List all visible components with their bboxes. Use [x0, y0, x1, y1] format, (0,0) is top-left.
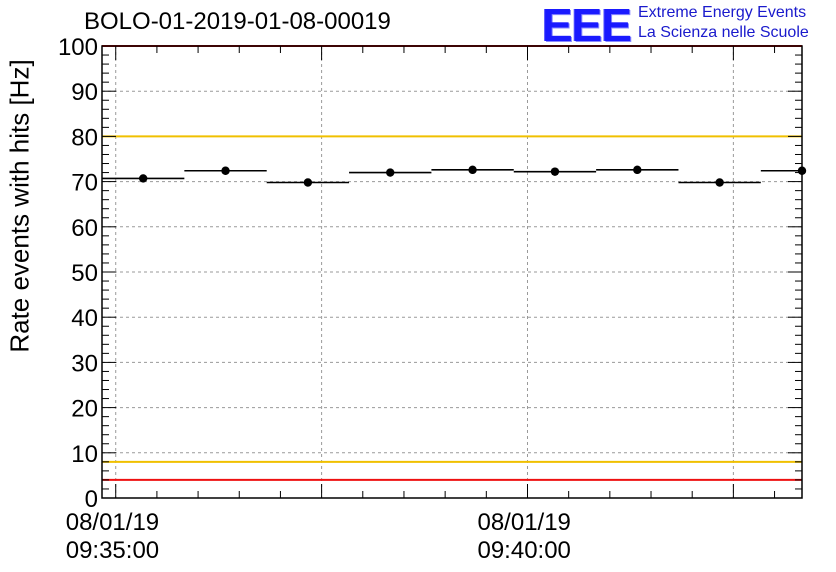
reference-lines [102, 45, 802, 481]
y-tick-label: 20 [71, 396, 98, 423]
data-point [303, 178, 313, 187]
y-tick-label: 90 [71, 79, 98, 106]
logo-line-1: Extreme Energy Events [638, 4, 807, 21]
data-point [386, 168, 395, 177]
y-tick-label: 50 [71, 260, 98, 287]
y-tick-label: 0 [85, 486, 98, 513]
data-point [633, 165, 642, 175]
y-tick-label: 40 [71, 305, 98, 332]
data-point [715, 178, 724, 187]
x-tick-label-time: 09:40:00 [477, 537, 570, 564]
data-point [468, 165, 477, 175]
eee-logo: EEE [542, 0, 632, 51]
data-points [102, 165, 807, 187]
y-tick-label: 30 [71, 350, 98, 377]
y-tick-label: 10 [71, 441, 98, 468]
y-tick-label: 80 [71, 124, 98, 151]
grid [102, 46, 802, 498]
y-tick-label: 70 [71, 170, 98, 197]
chart-title: BOLO-01-2019-01-08-00019 [84, 8, 391, 35]
data-point [550, 167, 560, 176]
y-tick-label: 100 [58, 34, 98, 61]
x-tick-label-date: 08/01/19 [66, 509, 159, 536]
data-point [138, 174, 148, 183]
logo-line-2: La Scienza nelle Scuole [638, 24, 809, 41]
axes: 010203040506070809010008/01/1909:35:0008… [58, 34, 803, 564]
y-tick-label: 60 [71, 215, 98, 242]
data-point [221, 166, 230, 175]
x-tick-label-date: 08/01/19 [477, 509, 570, 536]
x-tick-label-time: 09:35:00 [66, 537, 159, 564]
